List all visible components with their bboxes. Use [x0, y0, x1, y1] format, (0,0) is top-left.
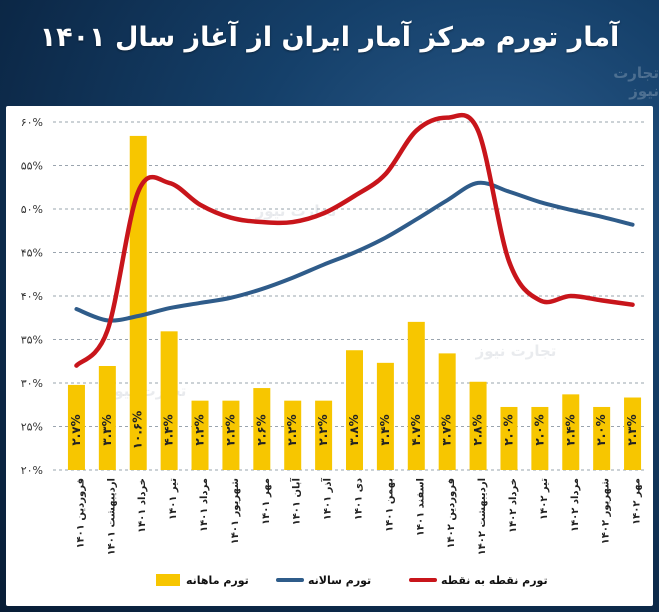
bar-data-label: ۲.۳% — [625, 414, 639, 445]
x-tick-labels: فروردین ۱۴۰۱ اردیبهشت ۱۴۰۱ خرداد ۱۴۰۱ تیر ۱… — [75, 477, 642, 555]
bar-monthly-inflation — [315, 400, 333, 470]
x-tick-label: اسفند ۱۴۰۱ — [415, 478, 426, 536]
bar-monthly-inflation — [160, 331, 178, 470]
bar-monthly-inflation — [67, 384, 85, 470]
y-tick-label: ۶۰% — [21, 116, 43, 129]
watermark-text: تجارت نیوز — [475, 342, 557, 360]
bar-data-label: ۳.۷% — [440, 414, 454, 445]
x-tick-label: خرداد ۱۴۰۲ — [508, 478, 519, 533]
bar-data-label: ۴.۴% — [162, 414, 176, 445]
bar-data-label: ۲.۷% — [69, 414, 83, 445]
grid-layer: ۲۰% ۲۵% ۳۰% ۳۵% ۴۰% ۴۵% ۵۰% ۵۵% ۶۰% — [21, 116, 646, 477]
y-tick-label: ۳۰% — [21, 377, 43, 390]
y-tick-label: ۲۰% — [21, 464, 43, 477]
bar-monthly-inflation — [407, 321, 425, 470]
x-tick-label: تیر ۱۴۰۲ — [539, 478, 550, 520]
x-tick-label: دی ۱۴۰۱ — [354, 478, 365, 520]
bar-monthly-inflation — [531, 406, 549, 470]
bar-data-label: ۲.۲% — [193, 414, 207, 445]
x-tick-label: فروردین ۱۴۰۲ — [446, 478, 457, 549]
bar-monthly-inflation — [222, 400, 240, 470]
bar-data-label: ۲.۶% — [254, 414, 268, 445]
bar-data-label: ۲.۴% — [563, 414, 577, 445]
bar-monthly-inflation — [284, 400, 302, 470]
bar-data-label: ۲.۲% — [316, 414, 330, 445]
legend-label: تورم سالانه — [308, 574, 371, 587]
x-tick-label: شهریور ۱۴۰۱ — [230, 478, 241, 545]
watermark: تجارت نیوز — [613, 64, 659, 100]
x-tick-label: تیر ۱۴۰۱ — [168, 478, 179, 520]
bar-monthly-inflation — [253, 388, 271, 470]
bar-data-label: ۲.۰% — [501, 414, 515, 445]
y-tick-label: ۳۵% — [21, 334, 43, 347]
bar-data-label: ۳.۸% — [347, 414, 361, 445]
x-tick-label: شهریور ۱۴۰۲ — [601, 478, 612, 545]
x-tick-label: مرداد ۱۴۰۱ — [199, 478, 210, 532]
y-tick-label: ۴۵% — [21, 247, 43, 260]
bar-monthly-inflation — [593, 406, 611, 470]
y-tick-label: ۵۵% — [21, 160, 43, 173]
bar-monthly-inflation — [376, 362, 394, 470]
bar-data-label: ۲.۲% — [285, 414, 299, 445]
y-tick-label: ۵۰% — [21, 203, 43, 216]
x-tick-label: آبان ۱۴۰۱ — [290, 477, 303, 525]
bar-layer: ۲.۷% ۳.۳% ۱۰.۶% ۴.۴% ۲.۲% ۲.۲% ۲.۶% ۲.۲% ۲.۲% ۳.۸… — [67, 135, 642, 471]
bar-monthly-inflation — [469, 381, 487, 470]
bar-data-label: ۲.۸% — [471, 414, 485, 445]
bar-monthly-inflation — [346, 350, 363, 470]
legend-swatch — [156, 574, 180, 586]
y-tick-label: ۲۵% — [21, 421, 43, 434]
y-tick-label: ۴۰% — [21, 290, 43, 303]
x-tick-label: مرداد ۱۴۰۲ — [570, 478, 581, 532]
x-tick-label: اردیبهشت ۱۴۰۱ — [106, 478, 117, 555]
x-tick-label: مهر ۱۴۰۱ — [261, 478, 272, 525]
bar-monthly-inflation — [624, 397, 642, 470]
bar-monthly-inflation — [129, 135, 147, 471]
x-tick-label: خرداد ۱۴۰۱ — [137, 478, 148, 533]
x-tick-label: آذر ۱۴۰۱ — [321, 477, 334, 520]
x-tick-label: اردیبهشت ۱۴۰۲ — [477, 478, 488, 555]
chart-title: آمار تورم مرکز آمار ایران از آغاز سال ۱۴… — [39, 22, 620, 53]
bar-data-label: ۲.۰% — [594, 414, 608, 445]
line-layer — [74, 112, 635, 368]
x-tick-label: فروردین ۱۴۰۱ — [75, 478, 86, 549]
legend-label: تورم نقطه به نقطه — [441, 574, 548, 587]
bar-data-label: ۲.۰% — [532, 414, 546, 445]
legend-label: تورم ماهانه — [186, 574, 249, 587]
bar-monthly-inflation — [191, 400, 209, 470]
bar-monthly-inflation — [500, 406, 518, 470]
bar-data-label: ۱۰.۶% — [131, 411, 145, 450]
bar-data-label: ۲.۲% — [223, 414, 237, 445]
bar-data-label: ۳.۳% — [100, 414, 114, 445]
legend: تورم نقطه به نقطه تورم سالانه تورم ماهانه — [156, 574, 548, 587]
bar-monthly-inflation — [98, 365, 116, 470]
bar-data-label: ۴.۷% — [409, 414, 423, 445]
x-tick-label: بهمن ۱۴۰۱ — [384, 478, 395, 532]
bar-monthly-inflation — [562, 394, 580, 470]
line-point-to-point-inflation — [74, 112, 635, 368]
bar-monthly-inflation — [438, 353, 456, 470]
bar-data-label: ۳.۴% — [378, 414, 392, 445]
line-annual-inflation — [74, 180, 635, 323]
x-tick-label: مهر ۱۴۰۲ — [632, 478, 643, 525]
